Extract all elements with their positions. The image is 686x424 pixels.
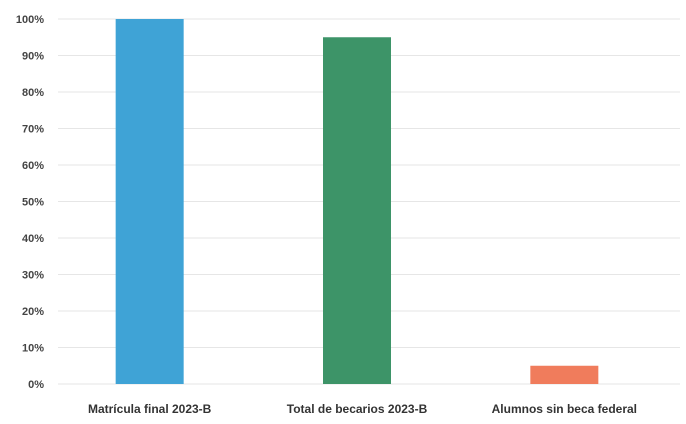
y-tick-label: 20% — [22, 306, 44, 318]
x-category-label: Matrícula final 2023-B — [88, 402, 212, 416]
bar — [323, 37, 391, 384]
y-tick-label: 100% — [16, 14, 44, 26]
bar — [115, 19, 184, 384]
y-tick-label: 90% — [22, 51, 44, 63]
y-axis-tick-labels: 0% 10% 20% 30% 40% 50% 60% 70% 80% 90% 100% — [16, 14, 44, 391]
y-tick-label: 30% — [22, 270, 44, 282]
y-tick-label: 0% — [28, 379, 44, 391]
x-axis-category-labels: Matrícula final 2023-B Total de becarios … — [88, 402, 637, 416]
x-category-label: Total de becarios 2023-B — [287, 402, 428, 416]
y-tick-label: 70% — [22, 124, 44, 136]
y-tick-label: 50% — [22, 197, 44, 209]
x-category-label: Alumnos sin beca federal — [492, 402, 637, 416]
bars — [115, 19, 599, 384]
bar — [530, 365, 599, 384]
y-tick-label: 40% — [22, 233, 44, 245]
y-tick-label: 10% — [22, 343, 44, 355]
y-tick-label: 60% — [22, 160, 44, 172]
y-tick-label: 80% — [22, 87, 44, 99]
